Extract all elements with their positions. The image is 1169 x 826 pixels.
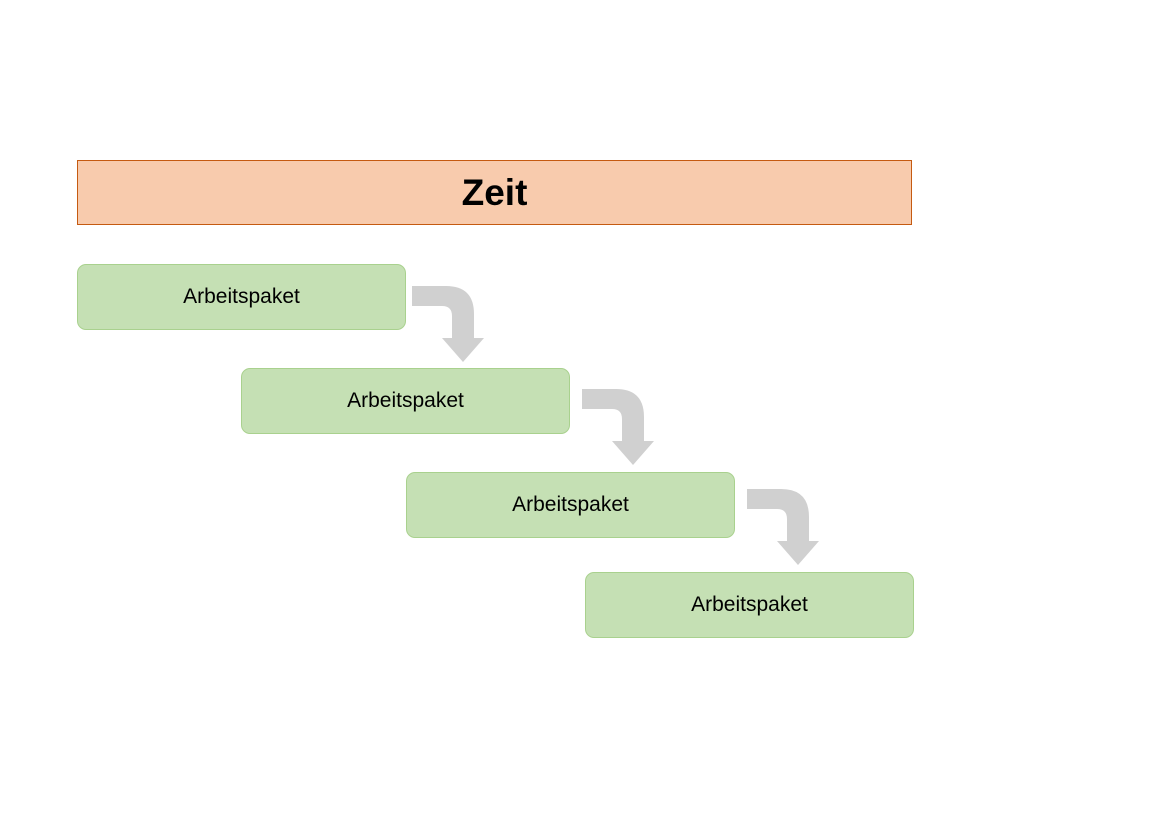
work-package-3: Arbeitspaket <box>406 472 735 538</box>
time-header-bar: Zeit <box>77 160 912 225</box>
work-package-label: Arbeitspaket <box>347 389 464 412</box>
bent-arrow-down-icon <box>747 489 819 565</box>
work-package-label: Arbeitspaket <box>691 593 808 616</box>
work-package-1: Arbeitspaket <box>77 264 406 330</box>
bent-arrow-down-icon <box>412 286 484 362</box>
work-package-label: Arbeitspaket <box>183 285 300 308</box>
work-package-2: Arbeitspaket <box>241 368 570 434</box>
time-header-label: Zeit <box>461 171 528 213</box>
bent-arrow-down-icon <box>582 389 654 465</box>
work-package-label: Arbeitspaket <box>512 493 629 516</box>
work-package-4: Arbeitspaket <box>585 572 914 638</box>
